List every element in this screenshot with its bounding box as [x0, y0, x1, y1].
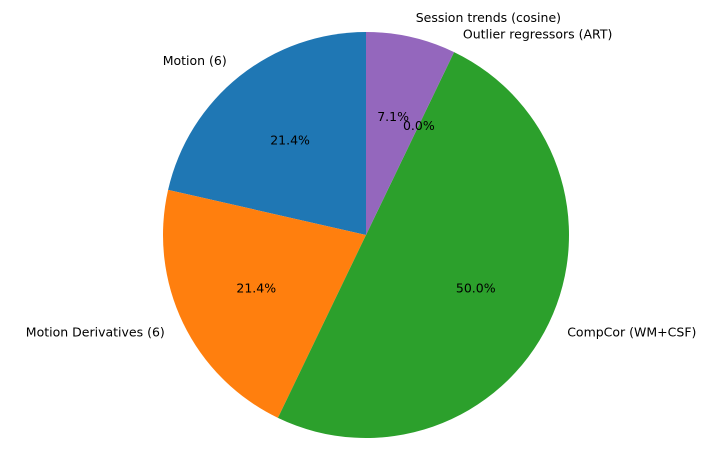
- slice-label-compcor-wm-csf: CompCor (WM+CSF): [567, 324, 696, 339]
- percent-label-motion-derivatives-6: 21.4%: [236, 280, 276, 295]
- pie-percent-labels: 21.4% 21.4% 50.0% 0.0%7.1%: [236, 109, 495, 296]
- pie-slice-labels: Motion (6) Motion Derivatives (6) CompCor …: [26, 10, 697, 340]
- pie-slice-motion-derivatives-6: [162, 189, 366, 418]
- slice-label-motion-derivatives-6: Motion Derivatives (6): [26, 324, 165, 339]
- percent-label-outlier-regressors-art: 0.0%: [403, 118, 435, 133]
- percent-label-motion-6: 21.4%: [270, 132, 310, 147]
- pie-wedges: [162, 32, 570, 439]
- slice-label-motion-6: Motion (6): [163, 53, 227, 68]
- pie-slice-motion-6: [168, 32, 366, 235]
- pie-slice-session-trends-cosine: [366, 32, 455, 235]
- slice-label-outlier-regressors-art: Outlier regressors (ART): [463, 26, 612, 41]
- percent-label-session-trends-cosine: 7.1%: [377, 109, 409, 124]
- pie-slice-compcor-wm-csf: [277, 52, 570, 439]
- percent-label-compcor-wm-csf: 50.0%: [456, 280, 496, 295]
- slice-label-session-trends-cosine: Session trends (cosine): [416, 10, 561, 25]
